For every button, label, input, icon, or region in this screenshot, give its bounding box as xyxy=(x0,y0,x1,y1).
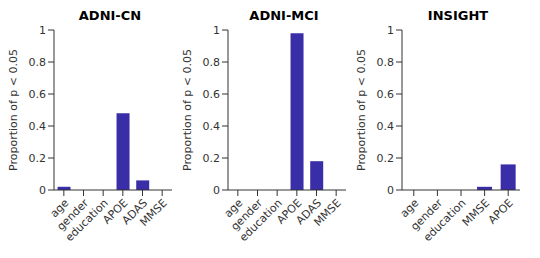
svg-text:MMSE: MMSE xyxy=(460,196,493,229)
svg-text:Proportion of p < 0.05: Proportion of p < 0.05 xyxy=(356,49,368,171)
svg-text:MMSE: MMSE xyxy=(137,196,170,229)
svg-text:0.6: 0.6 xyxy=(203,88,221,101)
svg-text:0: 0 xyxy=(387,184,394,197)
svg-text:0.8: 0.8 xyxy=(203,56,221,69)
html-text:ADNI-MCI: ADNI-MCI xyxy=(249,8,319,23)
svg-text:0.6: 0.6 xyxy=(29,88,47,101)
svg-text:1: 1 xyxy=(39,24,46,37)
svg-text:education: education xyxy=(63,196,111,245)
svg-text:0: 0 xyxy=(39,184,46,197)
svg-text:0.8: 0.8 xyxy=(377,56,395,69)
svg-text:0.4: 0.4 xyxy=(377,120,395,133)
svg-text:APOE: APOE xyxy=(100,196,131,227)
svg-text:ADAS: ADAS xyxy=(119,196,151,228)
svg-text:0.8: 0.8 xyxy=(29,56,47,69)
html-text:ADNI-CN: ADNI-CN xyxy=(78,8,142,23)
svg-text:0: 0 xyxy=(213,184,220,197)
svg-text:Proportion of p < 0.05: Proportion of p < 0.05 xyxy=(182,49,194,171)
html-text:INSIGHT: INSIGHT xyxy=(427,8,489,23)
svg-text:1: 1 xyxy=(387,24,394,37)
svg-text:0.4: 0.4 xyxy=(29,120,47,133)
svg-text:gender: gender xyxy=(54,196,92,234)
svg-text:age: age xyxy=(47,196,72,221)
svg-text:MMSE: MMSE xyxy=(311,196,344,229)
svg-text:0.4: 0.4 xyxy=(203,120,221,133)
svg-text:ADAS: ADAS xyxy=(293,196,325,228)
svg-text:0.2: 0.2 xyxy=(377,152,395,165)
svg-text:age: age xyxy=(397,196,422,221)
svg-text:gender: gender xyxy=(228,196,266,234)
svg-text:education: education xyxy=(237,196,285,245)
svg-text:1: 1 xyxy=(213,24,220,37)
svg-text:Proportion of p < 0.05: Proportion of p < 0.05 xyxy=(8,49,20,171)
svg-text:0.6: 0.6 xyxy=(377,88,395,101)
svg-text:0.2: 0.2 xyxy=(29,152,47,165)
svg-text:age: age xyxy=(221,196,246,221)
svg-text:education: education xyxy=(420,196,469,245)
svg-text:gender: gender xyxy=(408,196,445,234)
svg-text:APOE: APOE xyxy=(274,196,305,227)
svg-text:APOE: APOE xyxy=(486,196,516,226)
svg-text:0.2: 0.2 xyxy=(203,152,221,165)
